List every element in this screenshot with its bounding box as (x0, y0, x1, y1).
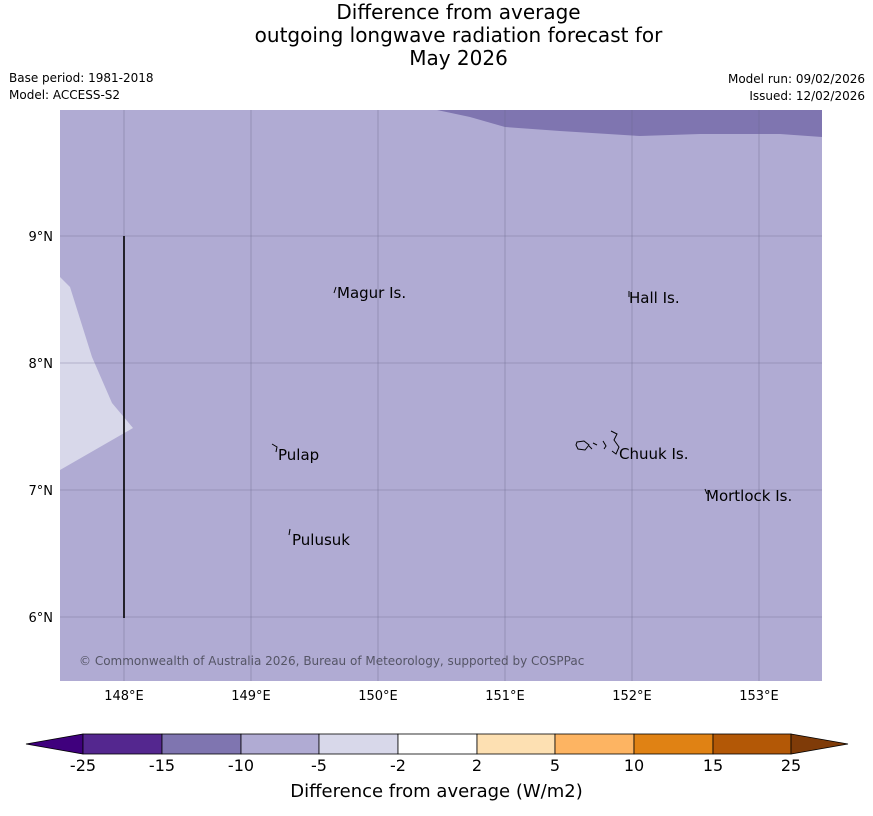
place-hall: Hall Is. (629, 289, 680, 307)
colorbar-segment-7 (554, 733, 635, 755)
island-outlines (271, 286, 708, 536)
colorbar-segment-5 (397, 733, 478, 755)
issued-date: Issued: 12/02/2026 (749, 89, 865, 103)
island-magur (333, 286, 337, 294)
lon-label-153e: 153°E (739, 689, 779, 704)
colorbar-tick-10: 25 (780, 756, 802, 775)
colorbar-segment-8 (633, 733, 714, 755)
lon-label-148e: 148°E (104, 689, 144, 704)
anomaly-region-dark (437, 110, 822, 137)
colorbar-tick-8: 10 (623, 756, 645, 775)
colorbar-segment-2 (161, 733, 242, 755)
place-pulap: Pulap (278, 446, 319, 464)
island-mortlock (704, 488, 708, 495)
lat-label-9n: 9°N (29, 230, 54, 245)
lat-label-8n: 8°N (29, 357, 54, 372)
colorbar-tick-2: -15 (148, 756, 176, 775)
colorbar-tick-9: 15 (702, 756, 724, 775)
place-chuuk: Chuuk Is. (619, 445, 688, 463)
title-line-2: outgoing longwave radiation forecast for (254, 23, 663, 47)
colorbar (25, 733, 849, 755)
meta-right: Model run: 09/02/2026 Issued: 12/02/2026 (728, 71, 865, 105)
colorbar-tick-7: 5 (549, 756, 561, 775)
island-chuuk (575, 430, 620, 455)
title-line-1: Difference from average (336, 0, 581, 24)
lat-label-7n: 7°N (29, 484, 54, 499)
anomaly-region-light (60, 277, 133, 470)
copyright-text: © Commonwealth of Australia 2026, Bureau… (79, 654, 584, 668)
colorbar-segment-1 (82, 733, 163, 755)
base-period: Base period: 1981-2018 (9, 71, 154, 85)
map-background (60, 110, 822, 681)
colorbar-extend-low (25, 733, 84, 755)
model-run: Model run: 09/02/2026 (727, 72, 865, 86)
lon-label-149e: 149°E (231, 689, 271, 704)
island-pulusuk (288, 528, 291, 536)
colorbar-tick-6: 2 (471, 756, 483, 775)
colorbar-tick-3: -10 (227, 756, 255, 775)
place-mortlock: Mortlock Is. (706, 487, 792, 505)
colorbar-extend-high (790, 733, 849, 755)
place-magur: Magur Is. (337, 284, 406, 302)
graticule (60, 110, 822, 681)
colorbar-tick-4: -5 (311, 756, 327, 775)
title-line-3: May 2026 (409, 46, 508, 70)
colorbar-tick-1: -25 (69, 756, 97, 775)
colorbar-label: Difference from average (W/m2) (290, 781, 583, 802)
meta-left: Base period: 1981-2018 Model: ACCESS-S2 (9, 70, 154, 104)
colorbar-segment-9 (712, 733, 792, 755)
model-name: Model: ACCESS-S2 (9, 88, 121, 102)
lat-label-6n: 6°N (29, 611, 54, 626)
colorbar-segment-6 (476, 733, 556, 755)
island-pulap (271, 443, 278, 453)
colorbar-tick-5: -2 (390, 756, 406, 775)
lon-label-152e: 152°E (612, 689, 652, 704)
map-title: Difference from average outgoing longwav… (0, 1, 873, 70)
colorbar-segment-4 (318, 733, 399, 755)
colorbar-segment-3 (240, 733, 320, 755)
lon-label-151e: 151°E (485, 689, 525, 704)
place-pulusuk: Pulusuk (292, 531, 350, 549)
lon-label-150e: 150°E (358, 689, 398, 704)
